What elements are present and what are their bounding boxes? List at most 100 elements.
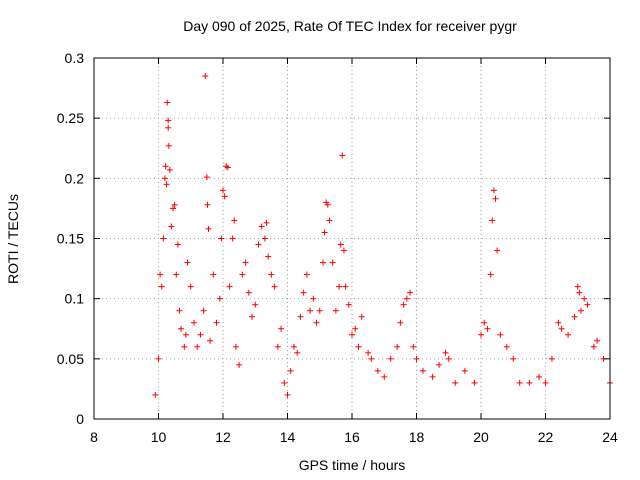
- x-tick-label: 18: [409, 429, 425, 445]
- data-point: [268, 271, 275, 278]
- data-point: [429, 373, 436, 380]
- data-point: [297, 313, 304, 320]
- data-point: [436, 361, 443, 368]
- data-point: [165, 142, 172, 149]
- data-point: [574, 283, 581, 290]
- data-point: [337, 241, 344, 248]
- y-tick-labels: 0 0.05 0.1 0.15 0.2 0.25 0.3: [57, 50, 84, 427]
- data-point: [213, 319, 220, 326]
- data-point: [274, 343, 281, 350]
- data-point: [173, 271, 180, 278]
- data-point: [536, 373, 543, 380]
- y-axis-label: ROTI / TECUs: [5, 194, 21, 284]
- data-point: [310, 295, 317, 302]
- data-point: [255, 241, 262, 248]
- data-point: [413, 355, 420, 362]
- data-point: [542, 379, 549, 386]
- data-point: [442, 349, 449, 356]
- data-point: [294, 349, 301, 356]
- x-tick-labels: 8 10 12 14 16 18 20 22 24: [90, 429, 618, 445]
- data-point: [355, 343, 362, 350]
- y-tick-label: 0.2: [65, 170, 85, 186]
- data-point: [345, 301, 352, 308]
- data-point: [445, 355, 452, 362]
- data-point: [271, 283, 278, 290]
- data-point: [316, 307, 323, 314]
- data-point: [526, 379, 533, 386]
- data-point: [221, 193, 228, 200]
- y-tick-label: 0.1: [65, 291, 85, 307]
- data-point: [170, 205, 177, 212]
- data-point: [155, 355, 162, 362]
- axis-ticks: [93, 57, 611, 420]
- data-point: [576, 289, 583, 296]
- data-point: [158, 283, 165, 290]
- data-point: [176, 307, 183, 314]
- data-point: [284, 391, 291, 398]
- data-point: [368, 355, 375, 362]
- data-point: [165, 117, 172, 124]
- data-point: [358, 313, 365, 320]
- data-point: [190, 319, 197, 326]
- data-point: [590, 343, 597, 350]
- x-axis-label: GPS time / hours: [299, 457, 406, 473]
- data-point: [171, 201, 178, 208]
- data-point: [245, 289, 252, 296]
- data-point: [162, 163, 169, 170]
- data-point: [419, 367, 426, 374]
- data-point: [249, 313, 256, 320]
- x-tick-label: 14: [280, 429, 296, 445]
- data-point: [178, 325, 185, 332]
- data-point: [278, 325, 285, 332]
- data-point: [216, 295, 223, 302]
- data-point: [232, 343, 239, 350]
- data-point: [492, 195, 499, 202]
- data-point: [321, 229, 328, 236]
- x-tick-label: 20: [473, 429, 489, 445]
- data-point: [152, 391, 159, 398]
- data-point: [313, 319, 320, 326]
- y-tick-label: 0.25: [57, 110, 84, 126]
- data-point: [202, 73, 209, 80]
- data-point: [197, 331, 204, 338]
- data-point: [503, 343, 510, 350]
- data-point: [263, 219, 270, 226]
- y-tick-label: 0: [76, 411, 84, 427]
- x-tick-label: 12: [215, 429, 231, 445]
- data-point: [166, 166, 173, 173]
- data-point: [548, 355, 555, 362]
- data-point: [319, 259, 326, 266]
- grid-lines: [94, 58, 610, 419]
- data-point: [584, 301, 591, 308]
- data-point: [400, 301, 407, 308]
- data-point: [339, 152, 346, 159]
- data-point: [497, 331, 504, 338]
- data-point: [307, 307, 314, 314]
- data-point: [226, 283, 233, 290]
- data-point: [374, 367, 381, 374]
- data-point: [332, 307, 339, 314]
- data-point: [184, 259, 191, 266]
- data-point: [163, 181, 170, 188]
- y-tick-label: 0.3: [65, 50, 85, 66]
- data-point: [220, 187, 226, 194]
- data-point: [174, 241, 181, 248]
- data-point: [394, 343, 401, 350]
- data-point: [205, 225, 212, 232]
- data-point: [516, 379, 523, 386]
- data-point: [287, 367, 294, 374]
- data-point: [387, 355, 394, 362]
- data-point: [242, 259, 249, 266]
- data-point: [407, 289, 414, 296]
- chart-title: Day 090 of 2025, Rate Of TEC Index for r…: [183, 18, 517, 34]
- data-point: [182, 331, 189, 338]
- data-point: [461, 367, 468, 374]
- data-point: [487, 271, 494, 278]
- data-point: [481, 319, 488, 326]
- data-point: [236, 361, 243, 368]
- data-point: [194, 343, 201, 350]
- data-point: [571, 313, 578, 320]
- data-point: [252, 301, 259, 308]
- data-point: [200, 307, 207, 314]
